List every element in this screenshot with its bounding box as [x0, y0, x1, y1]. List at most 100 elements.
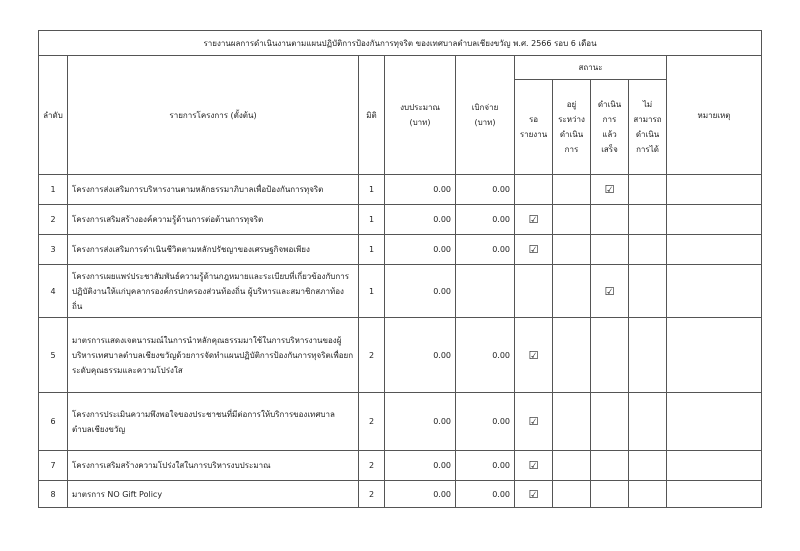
header-no: ลำดับ: [38, 55, 68, 175]
row-remark: [665, 234, 763, 265]
row-spent: [455, 264, 515, 318]
status-in-progress: [552, 234, 591, 265]
status-in-progress: [552, 450, 591, 481]
status-waiting: ☑: [514, 392, 553, 451]
row-no: 5: [38, 317, 68, 393]
status-in-progress: [552, 392, 591, 451]
row-spent: 0.00: [455, 174, 515, 205]
status-completed: [590, 317, 629, 393]
row-budget: 0.00: [384, 264, 456, 318]
row-dimension: 2: [358, 480, 385, 508]
row-dimension: 2: [358, 392, 385, 451]
row-project: โครงการประเมินความพึงพอใจของประชาชนที่มี…: [67, 392, 359, 451]
header-status: สถานะ: [514, 55, 667, 80]
row-dimension: 2: [358, 450, 385, 481]
checkbox-checked-icon: ☑: [528, 348, 539, 362]
row-dimension: 2: [358, 317, 385, 393]
checkbox-checked-icon: ☑: [528, 213, 539, 226]
checkbox-checked-icon: ☑: [528, 243, 539, 256]
header-dimension: มิติ: [358, 55, 385, 175]
row-budget: 0.00: [384, 174, 456, 205]
row-spent: 0.00: [455, 450, 515, 481]
row-spent: 0.00: [455, 234, 515, 265]
status-completed: [590, 234, 629, 265]
row-no: 1: [38, 174, 68, 205]
row-remark: [665, 392, 763, 451]
row-no: 4: [38, 264, 68, 318]
status-waiting: ☑: [514, 204, 553, 235]
row-remark: [665, 317, 763, 393]
row-no: 7: [38, 450, 68, 481]
status-waiting: ☑: [514, 450, 553, 481]
row-spent: 0.00: [455, 392, 515, 451]
status-unable: [628, 174, 667, 205]
row-project: มาตรการแสดงเจตนารมณ์ในการนำหลักคุณธรรมมา…: [67, 317, 359, 393]
table-row: 5 มาตรการแสดงเจตนารมณ์ในการนำหลักคุณธรรมม…: [38, 317, 763, 393]
status-unable: [628, 450, 667, 481]
row-project: โครงการเผยแพร่ประชาสัมพันธ์ความรู้ด้านกฎ…: [67, 264, 359, 318]
header-waiting: รอ รายงาน: [514, 79, 553, 175]
status-in-progress: [552, 204, 591, 235]
table-row: 6 โครงการประเมินความพึงพอใจของประชาชนที่ม…: [38, 392, 763, 451]
row-remark: [665, 450, 763, 481]
status-unable: [628, 264, 667, 318]
status-unable: [628, 204, 667, 235]
table-row: 4 โครงการเผยแพร่ประชาสัมพันธ์ความรู้ด้านก…: [38, 264, 763, 318]
row-project: โครงการส่งเสริมการบริหารงานตามหลักธรรมาภ…: [67, 174, 359, 205]
row-spent: 0.00: [455, 480, 515, 508]
row-dimension: 1: [358, 174, 385, 205]
row-remark: [665, 174, 763, 205]
checkbox-checked-icon: ☑: [604, 284, 615, 298]
report-title: รายงานผลการดำเนินงานตามแผนปฏิบัติการป้อง…: [37, 30, 763, 56]
row-project: โครงการเสริมสร้างความโปร่งใสในการบริหารง…: [67, 450, 359, 481]
status-unable: [628, 234, 667, 265]
row-remark: [665, 480, 763, 508]
header-project: รายการโครงการ (ตั้งต้น): [67, 55, 359, 175]
header-remark: หมายเหตุ: [665, 55, 763, 175]
row-budget: 0.00: [384, 317, 456, 393]
header-budget: งบประมาณ (บาท): [384, 55, 456, 175]
row-project: มาตรการ NO Gift Policy: [67, 480, 359, 508]
row-remark: [665, 204, 763, 235]
checkbox-checked-icon: ☑: [528, 487, 539, 501]
status-waiting: ☑: [514, 234, 553, 265]
row-spent: 0.00: [455, 204, 515, 235]
status-in-progress: [552, 264, 591, 318]
table-row: 3 โครงการส่งเสริมการดำเนินชีวิตตามหลักปรั…: [38, 234, 763, 265]
row-no: 6: [38, 392, 68, 451]
table-row: 7 โครงการเสริมสร้างความโปร่งใสในการบริหาร…: [38, 450, 763, 481]
row-dimension: 1: [358, 264, 385, 318]
status-in-progress: [552, 480, 591, 508]
checkbox-checked-icon: ☑: [528, 415, 539, 428]
row-no: 2: [38, 204, 68, 235]
status-completed: [590, 392, 629, 451]
row-spent: 0.00: [455, 317, 515, 393]
checkbox-checked-icon: ☑: [528, 459, 539, 472]
row-remark: [665, 264, 763, 318]
status-in-progress: [552, 174, 591, 205]
checkbox-checked-icon: ☑: [604, 183, 615, 196]
status-in-progress: [552, 317, 591, 393]
status-unable: [628, 392, 667, 451]
header-spent: เบิกจ่าย (บาท): [455, 55, 515, 175]
status-waiting: [514, 264, 553, 318]
table-row: 2 โครงการเสริมสร้างองค์ความรู้ด้านการต่อต…: [38, 204, 763, 235]
row-budget: 0.00: [384, 450, 456, 481]
header-unable: ไม่สามารถ ดำเนินการได้: [628, 79, 667, 175]
status-waiting: [514, 174, 553, 205]
row-dimension: 1: [358, 234, 385, 265]
status-completed: [590, 450, 629, 481]
status-completed: ☑: [590, 174, 629, 205]
row-budget: 0.00: [384, 234, 456, 265]
status-completed: [590, 480, 629, 508]
header-completed: ดำเนินการ แล้วเสร็จ: [590, 79, 629, 175]
row-no: 8: [38, 480, 68, 508]
row-project: โครงการส่งเสริมการดำเนินชีวิตตามหลักปรัช…: [67, 234, 359, 265]
status-unable: [628, 480, 667, 508]
row-no: 3: [38, 234, 68, 265]
row-budget: 0.00: [384, 204, 456, 235]
status-unable: [628, 317, 667, 393]
status-completed: [590, 204, 629, 235]
status-waiting: ☑: [514, 317, 553, 393]
table-row: 1 โครงการส่งเสริมการบริหารงานตามหลักธรรมา…: [38, 174, 763, 205]
